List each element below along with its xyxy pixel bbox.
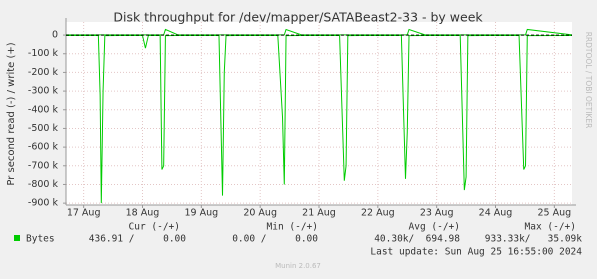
y-tick-label: 0 [52,30,58,41]
x-tick-label: 23 Aug [420,208,454,219]
legend-header: Cur (-/+) [129,222,180,233]
marks [66,28,573,204]
x-tick-label: 22 Aug [361,208,395,219]
x-tick-label: 17 Aug [67,208,101,219]
y-tick-label: -700 k [28,160,59,171]
legend-header: Min (-/+) [267,222,318,233]
x-tick-label: 24 Aug [479,208,513,219]
y-axis-label: Pr second read (-) / write (+) [6,42,17,185]
grid [63,18,576,208]
legend-header: Avg (-/+) [409,222,460,233]
y-tick-label: -900 k [28,198,59,209]
last-update: Last update: Sun Aug 25 16:55:00 2024 [370,247,582,258]
y-tick-label: -500 k [28,123,59,134]
series-line [66,34,573,204]
y-tick-label: -600 k [28,142,59,153]
y-tick-label: -200 k [28,67,59,78]
legend-entry: Bytes [26,234,55,245]
x-tick-label: 18 Aug [126,208,160,219]
x-tick-label: 25 Aug [538,208,572,219]
y-tick-label: -300 k [28,86,59,97]
x-tick-label: 19 Aug [184,208,218,219]
y-tick-label: -400 k [28,104,59,115]
x-tick-label: 21 Aug [302,208,336,219]
x-tick-label: 20 Aug [243,208,277,219]
legend-value: 0.00 / 0.00 [232,234,318,245]
legend-value: 933.33k/ 35.09k [485,234,583,245]
y-tick-label: -800 k [28,179,59,190]
chart-title: Disk throughput for /dev/mapper/SATABeas… [113,10,483,25]
legend-value: 436.91 / 0.00 [89,234,187,245]
legend-header: Max (-/+) [525,222,576,233]
legend-swatch [14,235,20,241]
legend-value: 40.30k/ 694.98 [374,234,460,245]
footer: Munin 2.0.67 [275,262,321,270]
side-label: RRDTOOL / TOBI OETIKER [584,32,593,129]
y-tick-label: -100 k [28,48,59,59]
